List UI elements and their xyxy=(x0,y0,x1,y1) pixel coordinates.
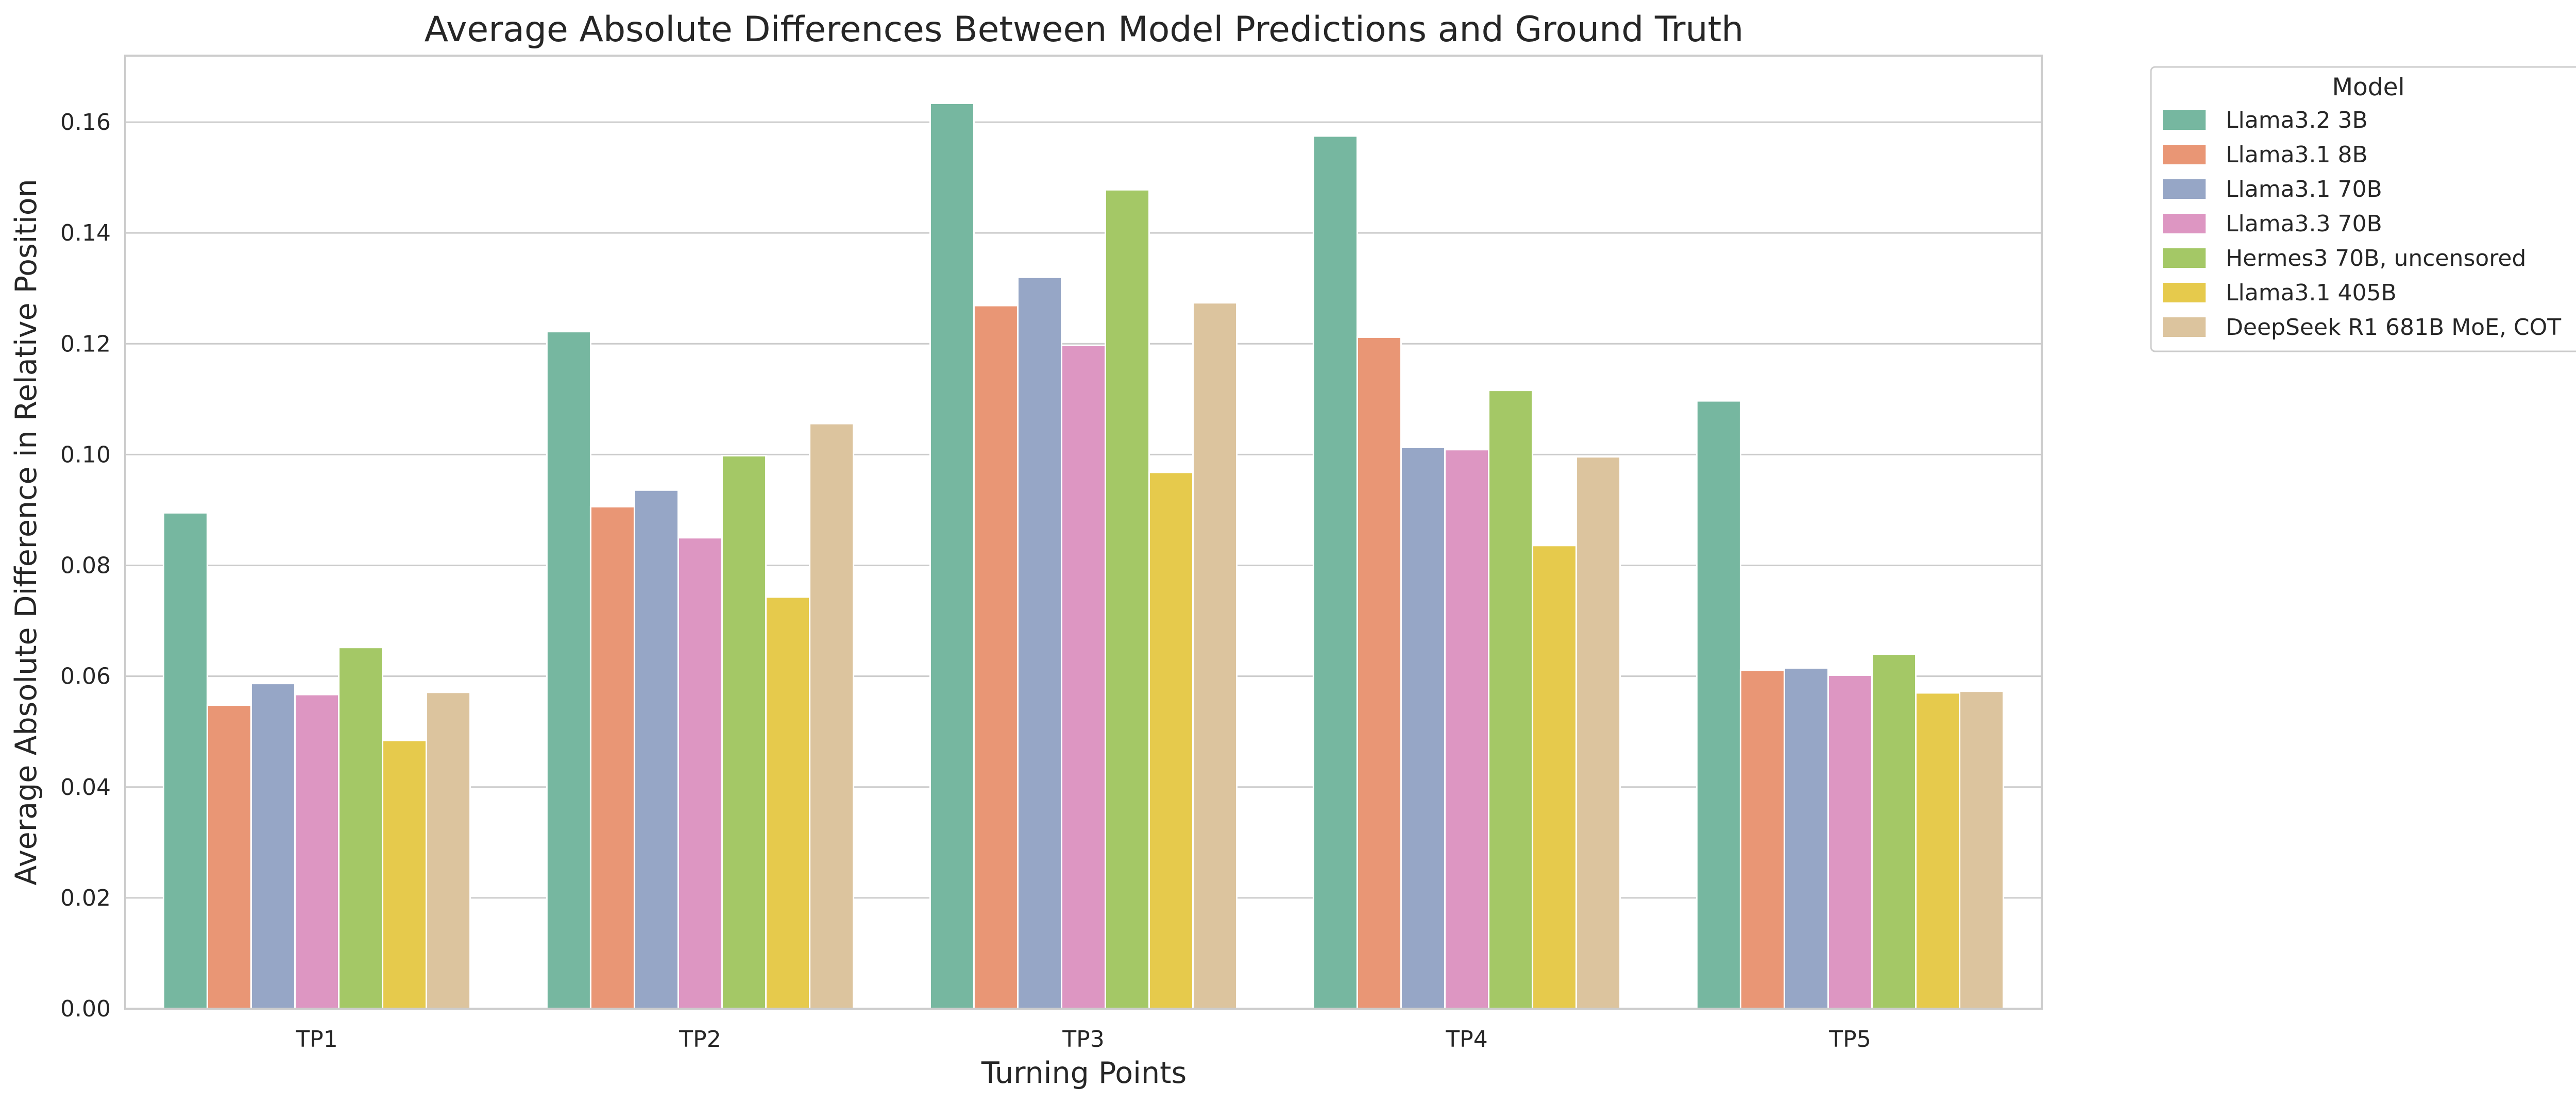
y-tick-label: 0.16 xyxy=(60,109,111,135)
bars xyxy=(162,103,2005,1010)
legend-swatch xyxy=(2163,248,2206,268)
bar-tp2-series-7 xyxy=(809,422,855,1010)
legend-box xyxy=(2150,66,2576,352)
bar-tp4-series-7 xyxy=(1575,456,1621,1010)
bar-tp5-series-6 xyxy=(1915,692,1961,1010)
bar-tp5-series-1 xyxy=(1696,400,1741,1010)
bar-tp2-series-5 xyxy=(721,455,767,1010)
x-tick-label: TP5 xyxy=(1828,1026,1871,1052)
bar-tp5-series-2 xyxy=(1739,669,1785,1010)
bar-tp4-series-2 xyxy=(1356,336,1402,1010)
bar-tp3-series-5 xyxy=(1105,189,1150,1010)
y-tick-label: 0.12 xyxy=(60,331,111,357)
legend: Model Llama3.2 3B Llama3.1 8B Llama3.1 70B… xyxy=(2150,66,2576,352)
legend-label: Hermes3 70B, uncensored xyxy=(2226,245,2526,271)
bar-tp2-series-6 xyxy=(765,596,811,1010)
y-axis-title: Average Absolute Difference in Relative … xyxy=(9,179,43,885)
x-tick-label: TP2 xyxy=(679,1026,721,1052)
bar-tp1-series-2 xyxy=(206,704,252,1010)
bar-tp1-series-3 xyxy=(250,683,296,1010)
bar-tp1-series-4 xyxy=(294,693,340,1010)
legend-swatch xyxy=(2163,214,2206,233)
legend-swatch xyxy=(2163,110,2206,130)
legend-swatch xyxy=(2163,145,2206,164)
legend-label: Llama3.3 70B xyxy=(2226,211,2382,237)
bar-tp5-series-3 xyxy=(1783,667,1829,1010)
chart-title: Average Absolute Differences Between Mod… xyxy=(425,9,1744,50)
bar-tp3-series-4 xyxy=(1060,345,1107,1010)
legend-label: Llama3.1 8B xyxy=(2226,142,2368,168)
y-tick-label: 0.04 xyxy=(60,774,111,801)
bar-tp4-series-6 xyxy=(1532,545,1578,1010)
bar-tp5-series-5 xyxy=(1871,653,1917,1010)
legend-label: Llama3.1 405B xyxy=(2226,280,2397,306)
bar-tp3-series-3 xyxy=(1016,276,1062,1010)
x-tick-label: TP1 xyxy=(295,1026,337,1052)
y-tick-label: 0.10 xyxy=(60,441,111,468)
bar-tp3-series-2 xyxy=(973,304,1019,1010)
x-tick-label: TP4 xyxy=(1445,1026,1487,1052)
bar-tp4-series-3 xyxy=(1400,446,1446,1010)
bar-tp2-series-1 xyxy=(546,331,591,1010)
legend-title: Model xyxy=(2332,73,2404,101)
bar-tp1-series-1 xyxy=(162,512,208,1010)
bar-tp4-series-5 xyxy=(1488,389,1534,1010)
bar-tp2-series-2 xyxy=(589,506,635,1010)
bar-tp3-series-1 xyxy=(929,103,975,1010)
y-tick-label: 0.02 xyxy=(60,885,111,911)
bar-tp1-series-7 xyxy=(426,691,471,1010)
y-tick-label: 0.14 xyxy=(60,220,111,246)
y-tick-label: 0.06 xyxy=(60,664,111,690)
bar-tp5-series-7 xyxy=(1959,690,2005,1010)
plot-frame xyxy=(124,55,2043,1010)
x-axis-ticks: TP1 TP2 TP3 TP4 TP5 xyxy=(295,1026,1871,1052)
bar-tp4-series-1 xyxy=(1312,135,1358,1010)
legend-label: Llama3.2 3B xyxy=(2226,107,2368,133)
bar-tp2-series-4 xyxy=(677,537,723,1010)
bar-tp1-series-5 xyxy=(338,647,384,1010)
legend-swatch xyxy=(2163,317,2206,337)
bar-tp3-series-6 xyxy=(1148,471,1194,1010)
bar-tp3-series-7 xyxy=(1192,302,1238,1010)
legend-items: Llama3.2 3B Llama3.1 8B Llama3.1 70B Llama3… xyxy=(2163,107,2561,341)
y-tick-label: 0.08 xyxy=(60,553,111,579)
legend-swatch xyxy=(2163,179,2206,199)
bar-tp2-series-3 xyxy=(633,489,679,1010)
bar-tp1-series-6 xyxy=(382,739,428,1010)
legend-label: Llama3.1 70B xyxy=(2226,176,2382,202)
bar-tp4-series-4 xyxy=(1444,449,1490,1010)
legend-label: DeepSeek R1 681B MoE, COT xyxy=(2226,314,2561,341)
x-tick-label: TP3 xyxy=(1062,1026,1104,1052)
bar-tp5-series-4 xyxy=(1827,674,1873,1010)
y-axis-ticks: 0.00 0.02 0.04 0.06 0.08 0.10 0.12 0.14 0.16 xyxy=(60,109,111,1022)
y-tick-label: 0.00 xyxy=(60,996,111,1022)
x-axis-title: Turning Points xyxy=(981,1056,1187,1090)
legend-swatch xyxy=(2163,283,2206,302)
